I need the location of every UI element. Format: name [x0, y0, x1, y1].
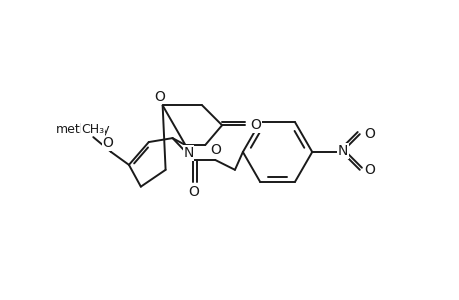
Text: O: O	[364, 163, 375, 177]
Text: O: O	[210, 143, 221, 157]
Text: CH₃: CH₃	[82, 123, 105, 136]
Text: O: O	[364, 127, 375, 141]
Text: methoxy: methoxy	[56, 123, 111, 136]
Text: O: O	[154, 89, 165, 103]
Text: N: N	[183, 146, 193, 160]
Text: O: O	[250, 118, 261, 132]
Text: O: O	[102, 136, 113, 150]
Text: O: O	[187, 184, 198, 199]
Text: N: N	[337, 144, 347, 158]
